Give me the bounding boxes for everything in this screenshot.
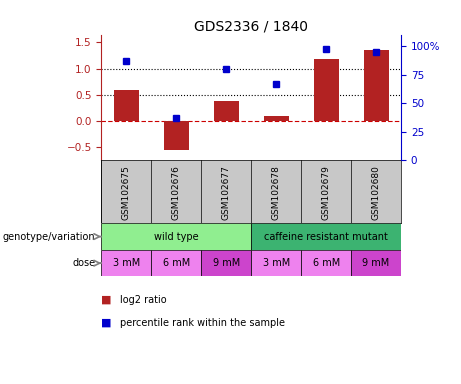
Bar	[264, 116, 289, 121]
Text: GSM102679: GSM102679	[322, 166, 331, 220]
Text: 6 mM: 6 mM	[163, 258, 190, 268]
Bar	[201, 250, 251, 276]
Text: GSM102680: GSM102680	[372, 166, 381, 220]
Bar	[251, 250, 301, 276]
Bar	[101, 223, 251, 250]
Text: percentile rank within the sample: percentile rank within the sample	[120, 318, 285, 328]
Bar	[301, 250, 351, 276]
Bar	[114, 89, 139, 121]
Bar	[351, 250, 401, 276]
Bar	[164, 121, 189, 150]
Text: genotype/variation: genotype/variation	[3, 232, 95, 242]
Bar	[214, 101, 239, 121]
Text: wild type: wild type	[154, 232, 199, 242]
Text: 9 mM: 9 mM	[213, 258, 240, 268]
Bar	[313, 59, 339, 121]
Title: GDS2336 / 1840: GDS2336 / 1840	[194, 20, 308, 33]
Bar	[101, 250, 151, 276]
Text: 3 mM: 3 mM	[113, 258, 140, 268]
Text: GSM102676: GSM102676	[172, 166, 181, 220]
Text: dose: dose	[72, 258, 95, 268]
Bar	[151, 250, 201, 276]
Text: 9 mM: 9 mM	[362, 258, 390, 268]
Bar	[364, 50, 389, 121]
Text: caffeine resistant mutant: caffeine resistant mutant	[264, 232, 388, 242]
Text: 6 mM: 6 mM	[313, 258, 340, 268]
Text: ■: ■	[101, 318, 112, 328]
Text: ■: ■	[101, 295, 112, 305]
Text: log2 ratio: log2 ratio	[120, 295, 166, 305]
Text: GSM102678: GSM102678	[272, 166, 281, 220]
Bar	[251, 223, 401, 250]
Text: GSM102675: GSM102675	[122, 166, 131, 220]
Text: 3 mM: 3 mM	[263, 258, 290, 268]
Text: GSM102677: GSM102677	[222, 166, 231, 220]
